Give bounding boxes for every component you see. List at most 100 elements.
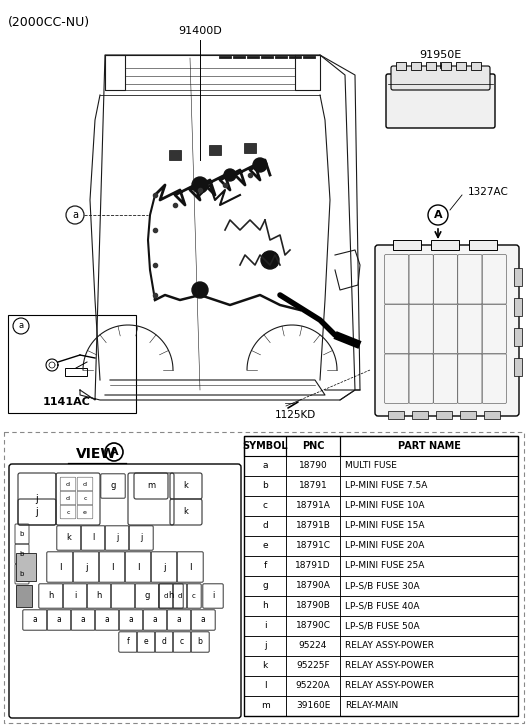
Bar (286, 436, 340, 456)
Text: a: a (201, 616, 205, 624)
Bar (426, 62, 436, 70)
Text: b: b (262, 481, 268, 491)
Text: 18790B: 18790B (296, 601, 331, 611)
Text: c: c (83, 496, 87, 500)
Text: a: a (56, 616, 61, 624)
Bar (209, 145, 221, 155)
Circle shape (192, 282, 208, 298)
Bar (340, 556, 518, 576)
Bar (244, 556, 286, 576)
Bar (340, 496, 518, 516)
Text: b: b (20, 531, 24, 537)
Text: RELAY-MAIN: RELAY-MAIN (345, 702, 398, 710)
Bar (244, 516, 286, 536)
Bar (471, 62, 481, 70)
Text: a: a (81, 616, 86, 624)
Text: 95224: 95224 (299, 641, 327, 651)
Text: d: d (164, 593, 168, 599)
Bar (411, 62, 421, 70)
Bar (340, 516, 518, 536)
Text: a: a (262, 462, 268, 470)
Bar (244, 476, 286, 496)
Text: 95225F: 95225F (296, 662, 330, 670)
Bar (244, 636, 286, 656)
Bar (286, 456, 340, 476)
Bar (340, 456, 518, 476)
Text: 18790C: 18790C (296, 622, 331, 630)
Bar (340, 596, 518, 616)
Bar (244, 616, 286, 636)
Text: i: i (212, 592, 214, 601)
Text: LP-MINI FUSE 15A: LP-MINI FUSE 15A (345, 521, 425, 531)
Bar (286, 536, 340, 556)
Bar (441, 62, 451, 70)
Text: k: k (184, 481, 188, 491)
Text: 95220A: 95220A (296, 681, 331, 691)
Bar (4, 432, 524, 723)
Bar (340, 656, 518, 676)
Text: l: l (137, 563, 139, 571)
Bar (514, 298, 522, 316)
Text: LP-MINI FUSE 20A: LP-MINI FUSE 20A (345, 542, 425, 550)
Bar (244, 676, 286, 696)
Text: a: a (18, 321, 24, 331)
Text: e: e (83, 510, 87, 515)
Bar (244, 436, 286, 456)
FancyBboxPatch shape (375, 245, 519, 416)
Text: LP-S/B FUSE 30A: LP-S/B FUSE 30A (345, 582, 420, 590)
Bar (286, 496, 340, 516)
Bar (244, 576, 286, 596)
Bar (340, 576, 518, 596)
Text: 91400D: 91400D (178, 26, 222, 36)
Text: RELAY ASSY-POWER: RELAY ASSY-POWER (345, 681, 434, 691)
Bar (286, 476, 340, 496)
Bar (16, 585, 32, 607)
Bar (340, 536, 518, 556)
Text: 18791C: 18791C (296, 542, 331, 550)
Circle shape (224, 169, 236, 181)
Text: 18791B: 18791B (296, 521, 331, 531)
Text: b: b (197, 638, 202, 646)
Text: a: a (129, 616, 134, 624)
Text: b: b (20, 571, 24, 577)
Bar (286, 616, 340, 636)
Text: LP-S/B FUSE 40A: LP-S/B FUSE 40A (345, 601, 420, 611)
Text: RELAY ASSY-POWER: RELAY ASSY-POWER (345, 641, 434, 651)
Bar (286, 556, 340, 576)
Bar (340, 616, 518, 636)
Bar (286, 636, 340, 656)
Text: c: c (66, 510, 70, 515)
Bar (396, 62, 406, 70)
Bar (340, 476, 518, 496)
Text: 18790: 18790 (299, 462, 327, 470)
Text: 39160E: 39160E (296, 702, 330, 710)
Text: k: k (67, 534, 71, 542)
Text: MULTI FUSE: MULTI FUSE (345, 462, 397, 470)
Bar (436, 411, 452, 419)
Text: a: a (105, 616, 109, 624)
Bar (16, 553, 36, 581)
Circle shape (192, 177, 208, 193)
Text: j: j (163, 563, 165, 571)
Text: 1141AC: 1141AC (43, 397, 91, 407)
Text: 1125KD: 1125KD (275, 410, 316, 420)
Text: g: g (262, 582, 268, 590)
Bar (286, 596, 340, 616)
Bar (244, 696, 286, 716)
Bar (340, 696, 518, 716)
Bar (514, 358, 522, 376)
Text: 18791: 18791 (299, 481, 327, 491)
Text: a: a (177, 616, 182, 624)
Bar (286, 516, 340, 536)
Bar (456, 62, 466, 70)
Bar (340, 436, 518, 456)
Text: k: k (262, 662, 268, 670)
Bar (8, 315, 136, 413)
Text: A: A (433, 210, 442, 220)
Bar (484, 411, 500, 419)
Text: c: c (262, 502, 268, 510)
Bar (244, 456, 286, 476)
Text: b: b (20, 551, 24, 557)
Bar (286, 576, 340, 596)
Bar (340, 676, 518, 696)
